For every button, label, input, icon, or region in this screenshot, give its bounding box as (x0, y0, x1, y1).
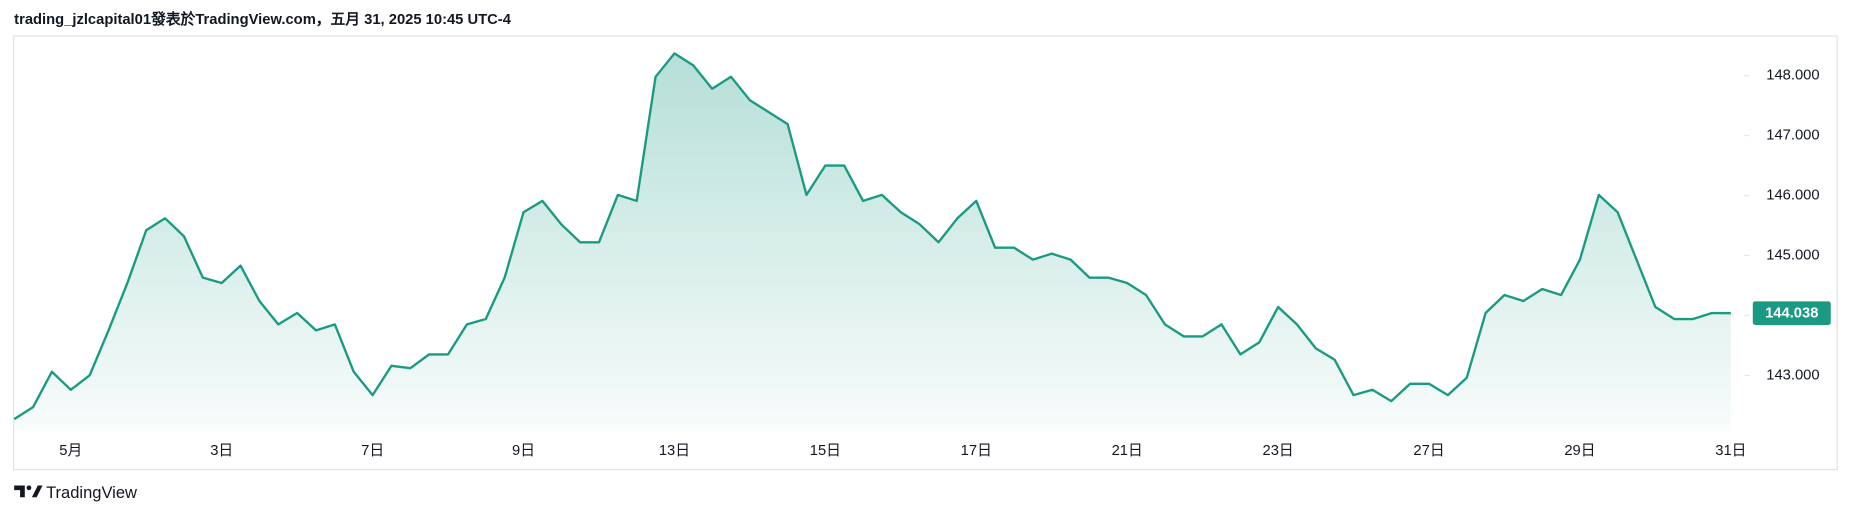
y-tick-label: 145.000 (1766, 247, 1819, 263)
x-tick-label: 9日 (512, 443, 535, 459)
y-tick-label: 143.000 (1766, 367, 1819, 383)
x-tick-label: 13日 (659, 443, 690, 459)
y-tick-label: 148.000 (1766, 68, 1819, 84)
x-tick-label: 23日 (1263, 443, 1294, 459)
x-tick-label: 21日 (1112, 443, 1143, 459)
logo (14, 485, 43, 498)
last-price-label: 144.038 (1765, 306, 1818, 322)
x-tick-label: 7日 (361, 443, 384, 459)
last-price-tag (1752, 301, 1831, 325)
footer-brand: TradingView (46, 483, 137, 502)
y-tick-label: 147.000 (1766, 127, 1819, 143)
x-tick-label: 29日 (1564, 443, 1595, 459)
x-tick-label: 17日 (961, 443, 992, 459)
x-tick-label: 31日 (1715, 443, 1746, 459)
chart-title: trading_jzlcapital01發表於TradingView.com，五… (14, 10, 512, 28)
chart-frame (12, 35, 1838, 471)
x-tick-label: 3日 (210, 443, 233, 459)
x-tick-label: 27日 (1413, 443, 1444, 459)
x-tick-label: 15日 (810, 443, 841, 459)
area (14, 53, 1731, 432)
x-tick-label: 5月 (59, 443, 82, 459)
price-line (13, 52, 1731, 421)
y-tick-label: 146.000 (1766, 187, 1819, 203)
